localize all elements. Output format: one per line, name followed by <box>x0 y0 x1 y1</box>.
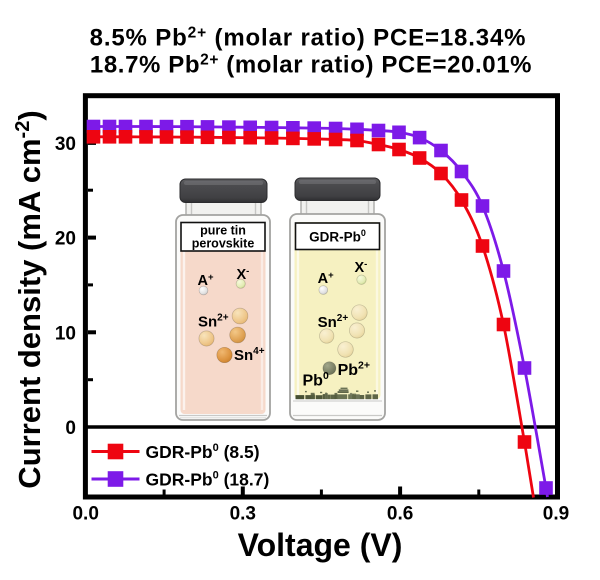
svg-text:20: 20 <box>55 229 76 250</box>
svg-text:0.0: 0.0 <box>72 504 98 525</box>
svg-text:Current density (mA cm-2): Current density (mA cm-2) <box>12 110 47 488</box>
svg-text:30: 30 <box>55 134 76 155</box>
svg-text:0.6: 0.6 <box>387 504 413 525</box>
svg-text:0.9: 0.9 <box>543 504 569 525</box>
svg-text:Pb0: Pb0 <box>303 370 329 390</box>
svg-text:perovskite: perovskite <box>192 237 255 251</box>
svg-text:10: 10 <box>55 323 76 344</box>
svg-text:Voltage (V): Voltage (V) <box>238 527 403 563</box>
svg-text:0: 0 <box>65 418 76 439</box>
svg-text:0.3: 0.3 <box>230 504 256 525</box>
svg-text:GDR-Pb0 (8.5): GDR-Pb0 (8.5) <box>146 442 260 462</box>
svg-text:8.5% Pb2+ (molar ratio) PCE=18: 8.5% Pb2+ (molar ratio) PCE=18.34% <box>90 25 527 52</box>
svg-text:GDR-Pb0: GDR-Pb0 <box>309 228 366 245</box>
svg-text:18.7% Pb2+ (molar ratio) PCE=2: 18.7% Pb2+ (molar ratio) PCE=20.01% <box>90 52 532 79</box>
svg-text:GDR-Pb0 (18.7): GDR-Pb0 (18.7) <box>146 470 270 490</box>
svg-text:X-: X- <box>355 259 368 276</box>
svg-text:pure tin: pure tin <box>200 224 246 238</box>
svg-text:X-: X- <box>237 266 250 283</box>
